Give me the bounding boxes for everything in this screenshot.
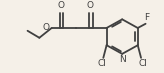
Text: Cl: Cl xyxy=(97,59,106,68)
Text: N: N xyxy=(119,55,126,64)
Text: O: O xyxy=(43,24,50,32)
Text: F: F xyxy=(144,13,149,22)
Text: O: O xyxy=(87,1,94,10)
Text: Cl: Cl xyxy=(138,59,147,68)
Text: O: O xyxy=(57,1,64,10)
